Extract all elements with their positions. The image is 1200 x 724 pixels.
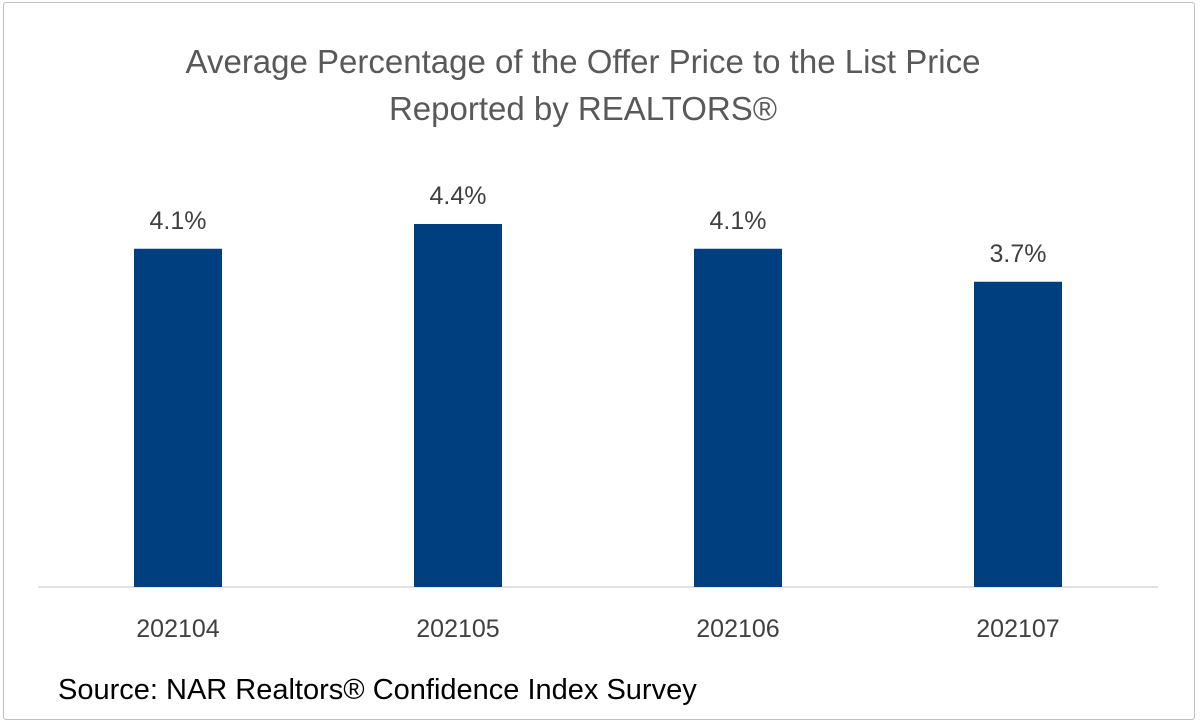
x-tick-label-202107: 202107	[976, 615, 1059, 643]
chart-title: Average Percentage of the Offer Price to…	[0, 38, 1166, 132]
chart-title-line-2: Reported by REALTORS®	[388, 90, 778, 127]
source-note: Source: NAR Realtors® Confidence Index S…	[58, 674, 697, 706]
x-tick-label-202104: 202104	[136, 615, 220, 643]
x-tick-label-202106: 202106	[696, 615, 779, 643]
data-label-202105: 4.4%	[430, 182, 487, 210]
bar-202106	[694, 248, 782, 587]
bar-202104	[134, 248, 222, 587]
data-label-202104: 4.1%	[150, 207, 207, 235]
bar-202105	[414, 224, 502, 587]
data-label-202106: 4.1%	[710, 207, 767, 235]
bar-202107	[974, 281, 1062, 587]
data-label-202107: 3.7%	[990, 240, 1047, 268]
chart-title-line-1: Average Percentage of the Offer Price to…	[185, 43, 981, 80]
x-tick-label-202105: 202105	[416, 615, 499, 643]
